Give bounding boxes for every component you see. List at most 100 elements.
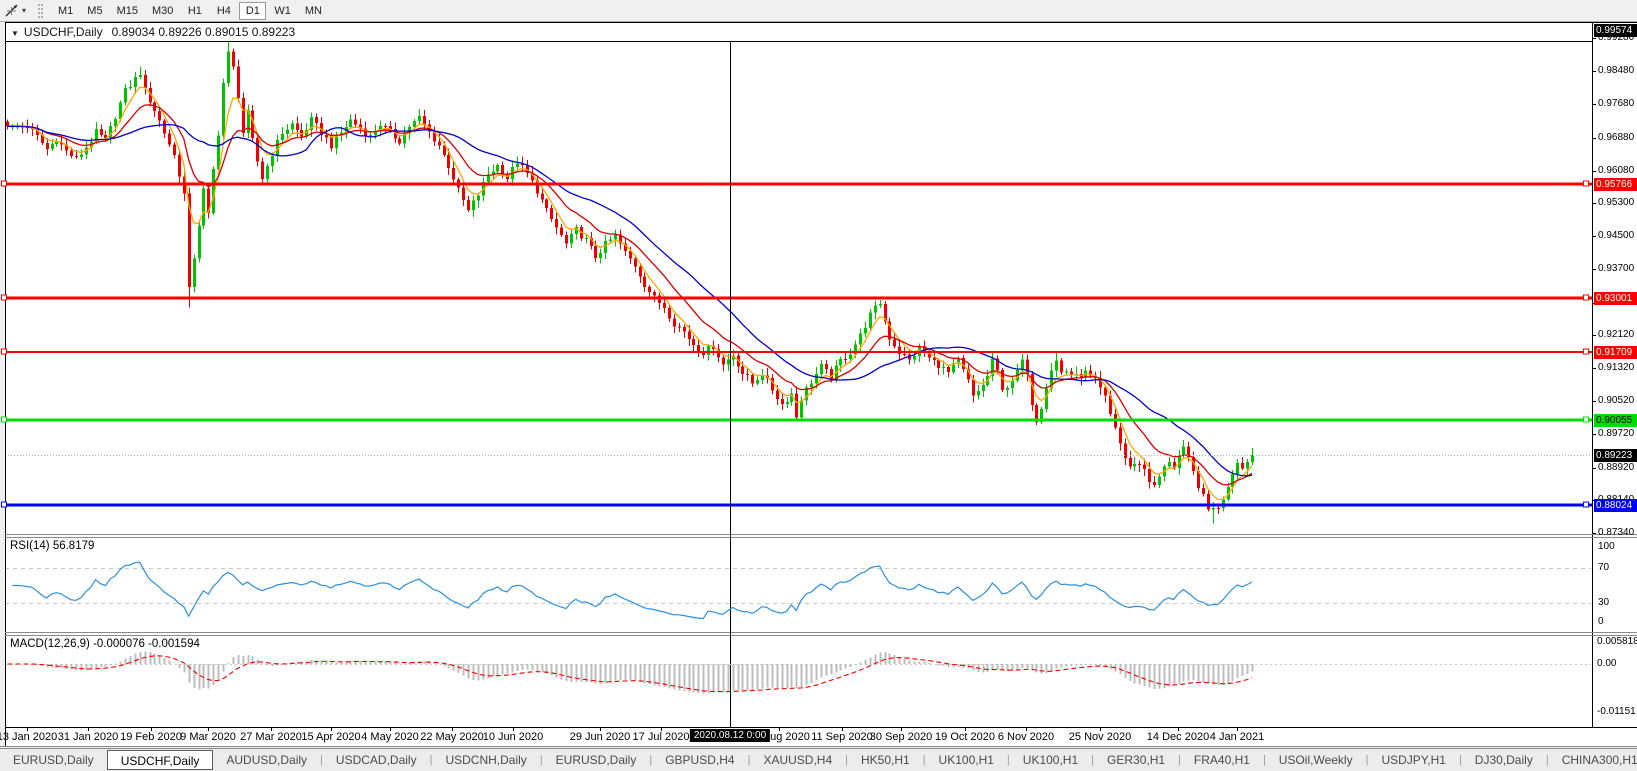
tab-separator: | — [320, 754, 323, 766]
tab-separator: | — [1178, 754, 1181, 766]
price-tick-label: 0.93700 — [1598, 263, 1635, 274]
time-tick-label: 29 Jun 2020 — [569, 731, 631, 743]
timeframe-button-m5[interactable]: M5 — [87, 4, 103, 17]
toolbar-grip — [38, 3, 43, 18]
rsi-axis-label: 30 — [1598, 597, 1610, 608]
price-tick-label: 0.97680 — [1598, 98, 1635, 109]
chart-tab-uk100-h1[interactable]: UK100,H1 — [938, 753, 994, 767]
timeframe-button-mn[interactable]: MN — [304, 4, 322, 17]
chart-tab-hk50-h1[interactable]: HK50,H1 — [860, 753, 910, 767]
tab-separator: | — [1545, 754, 1549, 766]
chart-ohlc-values: 0.89034 0.89226 0.89015 0.89223 — [111, 25, 296, 39]
price-tick-label: 0.95300 — [1598, 197, 1635, 208]
price-tick-label: 0.96880 — [1598, 132, 1635, 143]
time-tick-label: 19 Feb 2020 — [120, 731, 182, 743]
rsi-axis-label: 0 — [1598, 616, 1604, 627]
tab-separator: | — [1091, 754, 1095, 766]
tab-separator: | — [649, 754, 653, 766]
tab-separator: | — [539, 754, 543, 766]
chart-tabs: EURUSD,Daily USDCHF,Daily AUDUSD,Daily | USD… — [0, 748, 1637, 771]
rsi-plot — [6, 561, 1591, 620]
time-tick-label: 31 Jan 2020 — [57, 731, 119, 743]
chart-symbol: USDCHF,Daily — [23, 25, 103, 39]
macd-axis-label: 0.005818 — [1597, 636, 1637, 647]
chart-tab-usdcad-daily[interactable]: USDCAD,Daily — [335, 753, 417, 767]
symbol-dropdown-icon[interactable]: ▼ — [11, 29, 19, 38]
current-price-marker: 0.89223 — [1594, 449, 1637, 462]
tab-separator: | — [1365, 754, 1369, 766]
timeframe-button-h4[interactable]: H4 — [216, 4, 231, 17]
chart-tab-eurusd-daily[interactable]: EURUSD,Daily — [555, 753, 637, 767]
time-tick-label: 15 Apr 2020 — [301, 731, 361, 743]
time-tick-label: 27 Mar 2020 — [240, 731, 302, 743]
chart-tab-usoil-weekly[interactable]: USOil,Weekly — [1278, 753, 1353, 767]
price-tick-label: 0.87340 — [1598, 527, 1635, 538]
price-tick-label: 0.89720 — [1598, 428, 1635, 439]
timeframe-button-m1[interactable]: M1 — [58, 4, 74, 17]
crosshair-line-icon[interactable] — [2, 2, 22, 20]
macd-label: MACD(12,26,9) -0.000076 -0.001594 — [10, 638, 200, 650]
chart-tab-china300-h1[interactable]: CHINA300,H1 — [1561, 753, 1637, 767]
chart-tab-usdchf-daily[interactable]: USDCHF,Daily — [106, 750, 214, 770]
price-tick-label: 0.91320 — [1598, 362, 1635, 373]
tab-separator: | — [1262, 754, 1266, 766]
price-axis-top-marker: 0.99574 — [1594, 24, 1637, 37]
tab-separator: | — [1006, 754, 1010, 766]
chart-title: ▼ USDCHF,Daily 0.89034 0.89226 0.89015 0.8… — [11, 25, 295, 39]
price-tick-label: 0.98480 — [1598, 65, 1635, 76]
chart-tab-uk100-h1[interactable]: UK100,H1 — [1022, 753, 1079, 767]
chart-tab-xauusd-h4[interactable]: XAUUSD,H4 — [763, 753, 833, 767]
price-tick-label: 0.90520 — [1598, 395, 1635, 406]
time-tick-label: 4 Jan 2021 — [1209, 731, 1265, 743]
horizontal-line-objects[interactable] — [1, 180, 1593, 508]
time-tick-label: 30 Sep 2020 — [869, 731, 933, 743]
time-tick-label: 4 May 2020 — [361, 731, 419, 743]
time-tick-label: 19 Oct 2020 — [935, 731, 995, 743]
chart-tab-usdcnh-daily[interactable]: USDCNH,Daily — [445, 753, 527, 767]
hline-price-label: 0.93001 — [1594, 292, 1637, 305]
price-tick-label: 0.94500 — [1598, 230, 1635, 241]
chart-tab-usdjpy-h1[interactable]: USDJPY,H1 — [1381, 753, 1446, 767]
timeframe-buttons: M1 M5 M15 M30 H1 H4 D1 W1 MN — [51, 1, 329, 20]
macd-axis-label: 0.00 — [1597, 658, 1617, 669]
tab-separator: | — [922, 754, 926, 766]
chart-tab-eurusd-daily[interactable]: EURUSD,Daily — [13, 753, 94, 767]
price-chart-canvas[interactable] — [0, 0, 1637, 747]
chart-tab-ger30-h1[interactable]: GER30,H1 — [1107, 753, 1166, 767]
timeframe-button-w1[interactable]: W1 — [274, 4, 291, 17]
chart-tab-audusd-daily[interactable]: AUDUSD,Daily — [226, 753, 308, 767]
rsi-label: RSI(14) 56.8179 — [10, 540, 95, 552]
macd-axis-label: -0.01151 — [1597, 706, 1636, 717]
hline-price-label: 0.88024 — [1594, 499, 1637, 512]
price-tick-label: 0.96080 — [1598, 165, 1635, 176]
time-tick-label: 25 Nov 2020 — [1068, 731, 1132, 743]
time-tick-label: 22 May 2020 — [420, 731, 484, 743]
tab-separator: | — [747, 754, 751, 766]
timeframe-button-d1[interactable]: D1 — [239, 1, 267, 20]
tab-separator: | — [1458, 754, 1462, 766]
time-tick-label: 13 Jan 2020 — [0, 731, 58, 743]
timeframe-button-m30[interactable]: M30 — [151, 4, 174, 17]
time-tick-label: 17 Jul 2020 — [632, 731, 690, 743]
time-tick-label: 14 Dec 2020 — [1146, 731, 1210, 743]
toolbar: ▾ M1 M5 M15 M30 H1 H4 D1 W1 MN — [0, 0, 1637, 22]
time-tick-label: 10 Jun 2020 — [482, 731, 544, 743]
price-tick-label: 0.99280 — [1598, 32, 1635, 43]
hline-price-label: 0.95766 — [1594, 178, 1637, 191]
hline-price-label: 0.90055 — [1594, 414, 1637, 427]
chart-tab-gbpusd-h4[interactable]: GBPUSD,H4 — [665, 753, 735, 767]
timeframe-button-h1[interactable]: H1 — [187, 4, 202, 17]
crosshair-date-marker: 2020.08.12 0:00 — [689, 729, 771, 742]
chart-tab-dj30-daily[interactable]: DJ30,Daily — [1474, 753, 1533, 767]
rsi-axis-label: 70 — [1598, 562, 1610, 573]
rsi-axis-label: 100 — [1598, 541, 1615, 552]
hline-price-label: 0.91709 — [1594, 346, 1637, 359]
crosshair-line-icon-glyph — [5, 4, 18, 16]
timeframe-button-m15[interactable]: M15 — [116, 4, 138, 17]
macd-plot — [6, 651, 1591, 694]
tool-dropdown-caret[interactable]: ▾ — [22, 6, 27, 15]
price-tick-label: 0.92120 — [1598, 329, 1635, 340]
tab-separator: | — [845, 754, 848, 766]
chart-tab-fra40-h1[interactable]: FRA40,H1 — [1193, 753, 1250, 767]
